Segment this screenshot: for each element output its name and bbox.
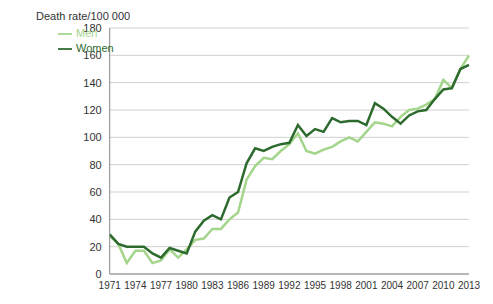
svg-text:1974: 1974 (124, 280, 147, 291)
svg-text:120: 120 (83, 104, 101, 116)
svg-text:1989: 1989 (253, 280, 276, 291)
svg-text:2004: 2004 (381, 280, 404, 291)
svg-text:100: 100 (83, 131, 101, 143)
svg-text:1977: 1977 (150, 280, 173, 291)
svg-text:60: 60 (89, 186, 101, 198)
svg-text:1986: 1986 (227, 280, 250, 291)
svg-text:2010: 2010 (432, 280, 455, 291)
svg-text:1995: 1995 (304, 280, 327, 291)
svg-text:1992: 1992 (278, 280, 301, 291)
svg-text:140: 140 (83, 77, 101, 89)
svg-text:20: 20 (89, 241, 101, 253)
svg-text:40: 40 (89, 213, 101, 225)
svg-text:1980: 1980 (176, 280, 199, 291)
svg-text:2013: 2013 (458, 280, 481, 291)
svg-text:1998: 1998 (330, 280, 353, 291)
svg-text:0: 0 (96, 268, 102, 280)
svg-text:180: 180 (83, 22, 101, 34)
svg-text:2001: 2001 (355, 280, 378, 291)
svg-text:80: 80 (89, 159, 101, 171)
svg-text:1983: 1983 (201, 280, 224, 291)
svg-text:2007: 2007 (407, 280, 430, 291)
svg-text:1971: 1971 (99, 280, 122, 291)
svg-text:160: 160 (83, 49, 101, 61)
